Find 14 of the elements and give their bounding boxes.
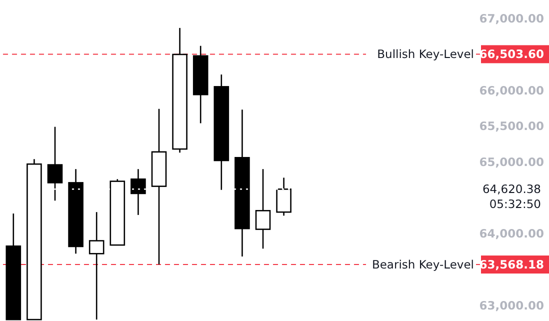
candlestick (47, 126, 63, 202)
y-tick-label: 64,000.00 (479, 226, 544, 241)
ref-line-label: Bearish Key-Level (372, 258, 474, 272)
candlestick (130, 168, 146, 216)
y-tick-label: 65,000.00 (479, 154, 544, 169)
annotation: 63,568.18 (479, 258, 544, 272)
text: 05:32:50 (489, 197, 541, 212)
y-tick-label: 63,000.00 (479, 298, 544, 312)
text: 64,620.38 (482, 182, 541, 196)
annotation: 66,503.60 (479, 47, 544, 62)
ref-line-label: Bullish Key-Level (377, 47, 474, 62)
y-tick-label: 67,000.00 (479, 12, 544, 26)
y-tick-label: 65,500.00 (479, 119, 544, 134)
y-tick-label: 66,000.00 (479, 83, 544, 98)
